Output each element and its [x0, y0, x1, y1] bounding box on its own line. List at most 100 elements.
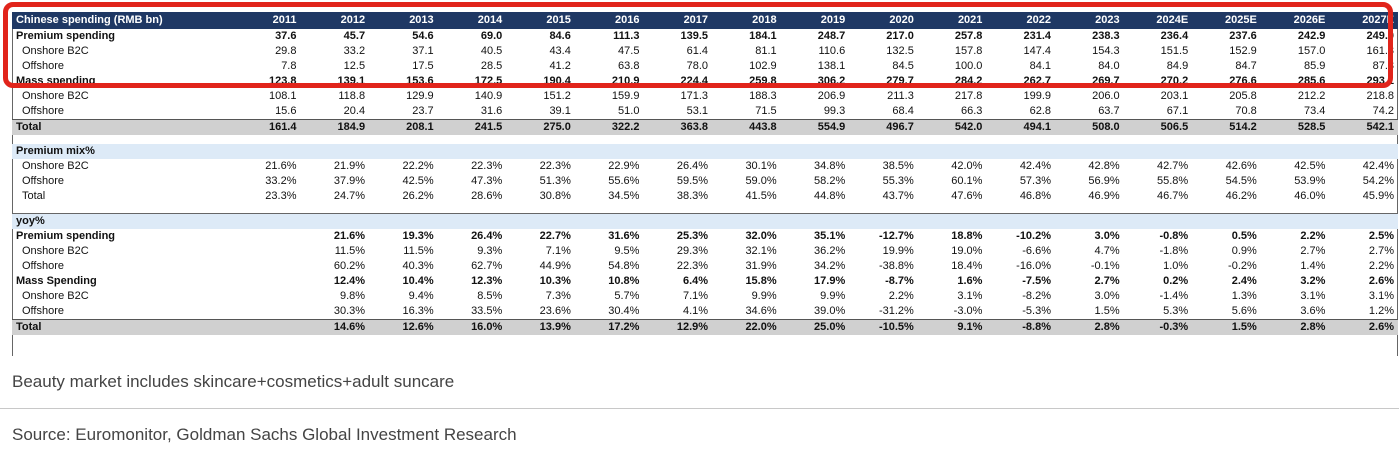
table-cell: 22.3%: [539, 160, 571, 172]
table-cell: 9.9%: [751, 290, 777, 302]
table-cell: 443.8: [712, 119, 781, 135]
table-cell: -8.7%: [885, 275, 914, 287]
table-row: Offshore 15.6 20.4 23.7 31.6 39.1 51.0 53.1 71.5…: [12, 104, 1398, 120]
table-cell: 205.8: [1229, 90, 1257, 102]
table-cell: 22.9%: [608, 160, 640, 172]
table-cell: 7.8: [281, 60, 297, 72]
table-cell: 262.7: [1023, 75, 1052, 87]
table-cell: 275.0: [506, 119, 575, 135]
table-row: Total 14.6% 12.6% 16.0% 13.9% 17.2% 12.9% 22.0%…: [12, 319, 1398, 335]
table-cell: 19.3%: [402, 230, 434, 242]
year-header: 2025E: [1192, 12, 1261, 29]
table-cell: 270.2: [1160, 75, 1189, 87]
table-cell: 17.9%: [814, 275, 846, 287]
table-cell: 42.5%: [1294, 160, 1326, 172]
table-cell: 100.0: [954, 60, 983, 72]
table-cell: 293.1: [1366, 75, 1394, 87]
year-header: 2020: [849, 12, 918, 29]
table-cell: 138.1: [817, 60, 846, 72]
table-cell: 33.2%: [265, 175, 297, 187]
table-cell: 33.2: [343, 45, 366, 57]
table-body: Premium spending 37.6 45.7 54.6 69.0 84.6 111.…: [12, 29, 1398, 335]
table-cell: 1.2%: [1368, 305, 1394, 317]
row-label: Offshore: [22, 305, 64, 317]
table-cell: 218.8: [1366, 90, 1394, 102]
row-label: Onshore B2C: [22, 245, 89, 257]
year-header: 2021: [917, 12, 987, 29]
table-cell: 34.8%: [814, 160, 846, 172]
table-cell: 1.4%: [1300, 260, 1326, 272]
table-cell: 285.6: [1297, 75, 1326, 87]
table-row: Onshore B2C 9.8% 9.4% 8.5% 7.3% 5.7% 7.1% 9.9% 9…: [12, 289, 1398, 304]
table-cell: 2.2%: [888, 290, 914, 302]
table-cell: 212.2: [1297, 90, 1326, 102]
table-cell: 2.2%: [1300, 230, 1326, 242]
table-cell: 2.8%: [1260, 319, 1330, 335]
table-corner-label: Chinese spending (RMB bn): [12, 12, 232, 29]
year-header: 2019: [780, 12, 850, 29]
table-cell: 259.8: [749, 75, 777, 87]
table-cell: 2.4%: [1231, 275, 1257, 287]
table-cell: 55.6%: [608, 175, 640, 187]
table-cell: 24.7%: [333, 190, 366, 202]
table-cell: 7.1%: [545, 245, 571, 257]
table-cell: 20.4: [343, 105, 366, 117]
table-cell: [232, 274, 301, 289]
table-cell: 102.9: [749, 60, 777, 72]
table-cell: 3.1%: [957, 290, 983, 302]
table-cell: 44.8%: [814, 190, 846, 202]
table-cell: 23.3%: [265, 190, 297, 202]
table-cell: 276.6: [1229, 75, 1257, 87]
table-cell: 21.9%: [333, 160, 366, 172]
table-cell: 279.7: [886, 75, 914, 87]
table-cell: 22.0%: [712, 319, 781, 335]
table-cell: 159.9: [611, 90, 640, 102]
table-cell: -0.2%: [1228, 260, 1257, 272]
table-cell: 84.9: [1166, 60, 1189, 72]
table-cell: 9.9%: [820, 290, 846, 302]
table-cell: 528.5: [1260, 119, 1330, 135]
table-row: Offshore 30.3% 16.3% 33.5% 23.6% 30.4% 4.1% 34.…: [12, 304, 1398, 320]
row-label: Premium spending: [16, 230, 116, 242]
table-cell: 42.4%: [1362, 160, 1394, 172]
table-cell: 34.2%: [814, 260, 846, 272]
year-header: 2016: [574, 12, 644, 29]
table-cell: 59.5%: [676, 175, 709, 187]
table-cell: 22.2%: [402, 160, 434, 172]
table-cell: 85.9: [1303, 60, 1326, 72]
table-cell: 26.2%: [402, 190, 434, 202]
table-cell: [232, 289, 301, 304]
table-cell: -1.4%: [1159, 290, 1189, 302]
table-cell: 67.1: [1166, 105, 1189, 117]
table-cell: 25.3%: [676, 230, 709, 242]
table-cell: -0.8%: [1159, 230, 1189, 242]
table-cell: 199.9: [1023, 90, 1052, 102]
year-header: 2027E: [1329, 12, 1398, 29]
table-cell: 171.3: [680, 90, 709, 102]
table-cell: 147.4: [1023, 45, 1052, 57]
table-cell: 123.8: [268, 75, 297, 87]
table-cell: 34.5%: [608, 190, 640, 202]
table-cell: 35.1%: [814, 230, 846, 242]
table-cell: 8.5%: [477, 290, 503, 302]
table-cell: 68.4: [892, 105, 914, 117]
year-header: 2017: [643, 12, 713, 29]
table-cell: 46.9%: [1088, 190, 1120, 202]
table-cell: 2.7%: [1094, 275, 1120, 287]
table-cell: -8.2%: [1022, 290, 1052, 302]
table-cell: 152.9: [1229, 45, 1257, 57]
table-cell: 71.5: [755, 105, 777, 117]
table-cell: 84.6: [549, 30, 571, 42]
table-cell: 238.3: [1092, 30, 1120, 42]
table-cell: 157.0: [1297, 45, 1326, 57]
table-cell: 2.6%: [1368, 275, 1394, 287]
table-cell: 4.1%: [682, 305, 709, 317]
table-cell: 42.8%: [1088, 160, 1120, 172]
table-cell: 12.6%: [369, 319, 438, 335]
table-cell: 54.6: [412, 30, 434, 42]
table-cell: 63.7: [1098, 105, 1120, 117]
table-row: Total 23.3% 24.7% 26.2% 28.6% 30.8% 34.5% 38.3%…: [12, 189, 1398, 204]
table-cell: 41.5%: [745, 190, 777, 202]
table-row: Mass spending 123.8 139.1 153.6 172.5 190.4 21…: [12, 74, 1398, 89]
year-header: 2013: [369, 12, 438, 29]
